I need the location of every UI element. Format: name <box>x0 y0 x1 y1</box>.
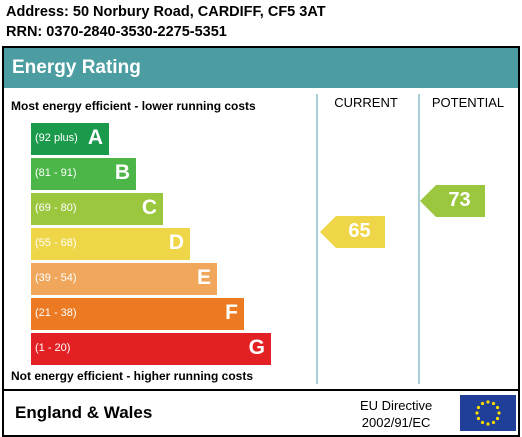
eu-flag-icon <box>460 395 516 431</box>
band-letter-label: F <box>225 301 238 324</box>
region-label: England & Wales <box>15 403 153 422</box>
current-rating-value: 65 <box>348 220 371 242</box>
band-letter-label: G <box>248 336 265 359</box>
eu-star <box>491 420 496 425</box>
band-letter-label: C <box>141 196 157 219</box>
potential-rating-value: 73 <box>448 189 471 211</box>
eu-directive: EU Directive 2002/91/EC <box>360 397 432 431</box>
rating-band-c: (69 - 80) C <box>31 193 163 225</box>
energy-rating-panel: Energy Rating Most energy efficient - lo… <box>2 46 520 437</box>
eu-directive-line2: 2002/91/EC <box>361 415 431 430</box>
eu-star <box>480 420 485 425</box>
rrn-line: RRN: 0370-2840-3530-2275-5351 <box>6 24 227 40</box>
rating-band-e: (39 - 54) E <box>31 263 217 295</box>
band-range-label: (21 - 38) <box>35 307 77 319</box>
band-range-label: (39 - 54) <box>35 272 77 284</box>
eu-star <box>480 401 485 406</box>
potential-column-divider <box>418 94 420 384</box>
band-range-label: (81 - 91) <box>35 167 77 179</box>
band-range-label: (1 - 20) <box>35 342 71 354</box>
potential-column-heading: POTENTIAL <box>431 95 505 110</box>
rating-band-g: (1 - 20) G <box>31 333 271 365</box>
band-letter-label: A <box>87 126 103 149</box>
band-letter-label: E <box>196 266 211 289</box>
current-column-heading: CURRENT <box>334 95 398 110</box>
most-efficient-label: Most energy efficient - lower running co… <box>11 99 256 113</box>
rating-chart: Most energy efficient - lower running co… <box>4 88 518 389</box>
eu-star <box>491 401 496 406</box>
eu-star <box>476 416 481 421</box>
band-range-label: (55 - 68) <box>35 237 77 249</box>
eu-star <box>497 411 501 415</box>
eu-star <box>475 411 479 415</box>
address-line: Address: 50 Norbury Road, CARDIFF, CF5 3… <box>6 4 326 20</box>
panel-title-bar: Energy Rating <box>4 48 518 88</box>
eu-star <box>486 400 490 404</box>
band-range-label: (92 plus) <box>35 132 78 144</box>
eu-star <box>495 405 500 410</box>
eu-star <box>486 422 490 426</box>
rating-band-d: (55 - 68) D <box>31 228 190 260</box>
eu-star <box>476 405 481 410</box>
current-rating-arrow: 65 <box>320 216 385 248</box>
rating-band-f: (21 - 38) F <box>31 298 244 330</box>
rating-band-b: (81 - 91) B <box>31 158 136 190</box>
band-range-label: (69 - 80) <box>35 202 77 214</box>
band-letter-label: B <box>114 161 130 184</box>
panel-footer: England & Wales EU Directive 2002/91/EC <box>4 389 518 437</box>
band-letter-label: D <box>168 231 184 254</box>
panel-title: Energy Rating <box>12 57 141 78</box>
least-efficient-label: Not energy efficient - higher running co… <box>11 369 254 383</box>
potential-rating-arrow: 73 <box>420 185 485 217</box>
eu-directive-line1: EU Directive <box>360 398 433 413</box>
eu-star <box>495 416 500 421</box>
rating-band-a: (92 plus) A <box>31 123 109 155</box>
current-column-divider <box>316 94 318 384</box>
